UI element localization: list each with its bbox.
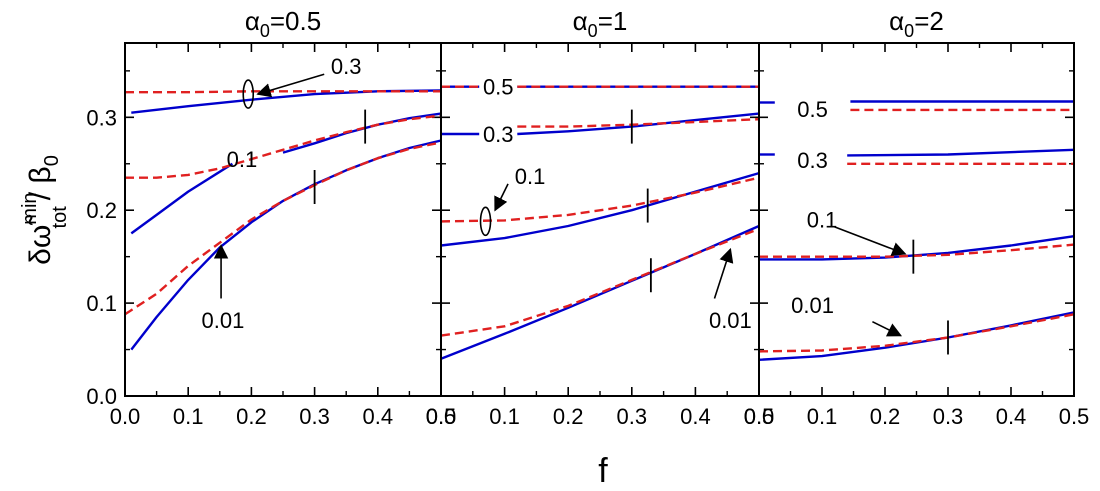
annotation-arrow <box>834 226 907 256</box>
dashed-curve-10 <box>758 313 1075 353</box>
x-tick-label: 0.3 <box>299 404 330 429</box>
y-axis-label: δω̃min tot/ β0 <box>19 155 71 265</box>
solid-curve-9 <box>758 311 1075 361</box>
x-tick-label: 0.3 <box>617 404 648 429</box>
panel-title-value: =2 <box>914 6 944 36</box>
y-axis-label-superscript: min <box>19 192 41 224</box>
panel-title-prefix: α <box>245 6 260 36</box>
solid-curve-6 <box>130 139 442 351</box>
panel-title: α0=1 <box>573 6 628 41</box>
solid-curve-5 <box>847 148 1075 157</box>
x-tick-label: 0.4 <box>680 404 711 429</box>
x-tick-label: 0.3 <box>933 404 964 429</box>
x-tick-label: 0.2 <box>553 404 584 429</box>
x-tick-label: 0.1 <box>489 404 520 429</box>
dashed-curve-7 <box>517 118 760 128</box>
panel-title-value: =1 <box>598 6 628 36</box>
curve-annotation: 0.5 <box>797 97 828 122</box>
y-tick-label: 0.0 <box>86 384 117 409</box>
dashed-curve-9 <box>440 176 760 223</box>
x-tick-label: 0.5 <box>744 404 775 429</box>
panel-title: α0=0.5 <box>245 6 321 41</box>
x-tick-label: 0.0 <box>426 404 457 429</box>
plot-frame <box>758 42 1075 397</box>
curve-annotation: 0.1 <box>515 164 546 189</box>
y-tick-label: 0.2 <box>86 198 117 223</box>
curve-annotation: 0.5 <box>483 75 514 100</box>
x-tick-label: 0.2 <box>236 404 267 429</box>
solid-curve-10 <box>440 224 760 360</box>
panels: α0=0.50.0 0.1 0.2 0.3 0.4 0.50.00.10.20.30.30… <box>86 6 1089 429</box>
x-tick-label: 0.0 <box>744 404 775 429</box>
panel-title-value: =0.5 <box>270 6 321 36</box>
x-tick-label: 0.5 <box>426 404 457 429</box>
y-axis-label-subscript: tot <box>49 206 71 229</box>
x-tick-label: 0.4 <box>996 404 1027 429</box>
solid-curve-3 <box>130 162 234 235</box>
x-tick-label: 0.1 <box>173 404 204 429</box>
annotation-arrow <box>872 320 903 337</box>
curve-annotation: 0.01 <box>709 308 752 333</box>
panel-title-prefix: α <box>889 6 904 36</box>
panel-title-subscript: 0 <box>260 21 270 41</box>
curve-annotation: 0.3 <box>797 148 828 173</box>
curve-annotation: 0.01 <box>202 308 245 333</box>
y-axis-label-rest-subscript: 0 <box>41 155 63 166</box>
panel-2: α0=10.0 0.1 0.2 0.3 0.4 0.50.50.30.10.01 <box>426 6 775 429</box>
annotation-arrow <box>713 247 734 299</box>
curve-annotation: 0.01 <box>791 293 834 318</box>
y-axis-label-rest: / β <box>24 166 57 200</box>
solid-curve-8 <box>440 171 760 247</box>
curve-annotation: 0.3 <box>483 122 514 147</box>
dashed-curve-8 <box>759 243 1075 258</box>
panel-3: α0=2 0.0 0.1 0.2 0.3 0.4 0.5 0.5 0.3 0.1 0.01 <box>744 6 1090 429</box>
panel-title-prefix: α <box>573 6 588 36</box>
x-tick-label: 0.1 <box>807 404 838 429</box>
curve-annotation: 0.1 <box>807 208 838 233</box>
x-tick-label: 0.0 <box>110 404 141 429</box>
grouping-loop <box>242 79 255 109</box>
x-tick-label: 0.5 <box>1059 404 1090 429</box>
curve-annotation: 0.3 <box>331 54 362 79</box>
solid-curve-1 <box>131 89 442 114</box>
y-tick-label: 0.3 <box>86 105 117 130</box>
x-tick-label: 0.2 <box>870 404 901 429</box>
dashed-curve-2 <box>125 90 441 94</box>
curve-annotation: 0.1 <box>227 147 258 172</box>
panel-title: α0=2 <box>889 6 944 41</box>
y-tick-label: 0.1 <box>86 291 117 316</box>
grouping-loop <box>479 206 492 237</box>
panel-1: α0=0.50.0 0.1 0.2 0.3 0.4 0.50.00.10.20.30.30… <box>86 6 456 429</box>
panel-title-subscript: 0 <box>588 21 598 41</box>
annotation-arrow <box>494 183 509 212</box>
x-axis-label: f <box>598 452 608 490</box>
annotation-arrow <box>256 73 325 98</box>
x-tick-label: 0.4 <box>363 404 394 429</box>
dashed-curve-7 <box>124 141 442 316</box>
dashed-curve-5 <box>125 114 442 179</box>
panel-title-subscript: 0 <box>904 21 914 41</box>
